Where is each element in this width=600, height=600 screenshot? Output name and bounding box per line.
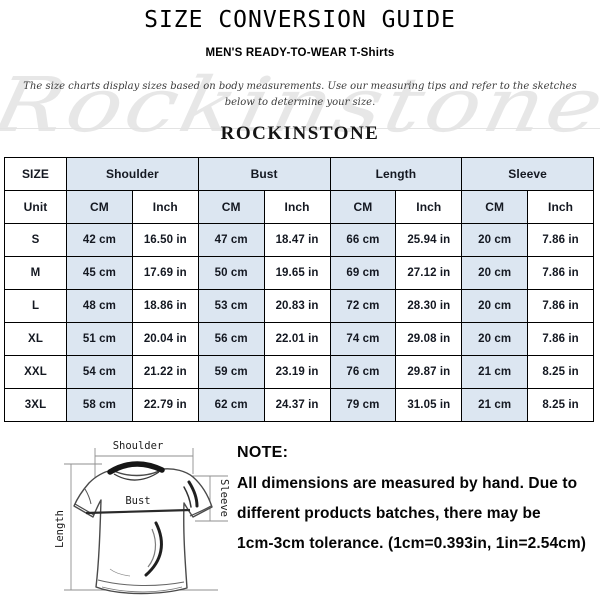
table-cell: 22.79 in [131, 388, 199, 422]
table-cell: 74 cm [329, 322, 397, 356]
table-cell: 62 cm [197, 388, 265, 422]
table-cell: 29.87 in [395, 355, 463, 389]
table-cell: 48 cm [66, 289, 133, 323]
size-cell: XXL [4, 355, 67, 389]
unit-cell: CM [329, 190, 397, 224]
table-cell: 53 cm [197, 289, 265, 323]
table-cell: 56 cm [197, 322, 265, 356]
col-header-bust: Bust [197, 157, 331, 191]
table-cell: 69 cm [329, 256, 397, 290]
col-header-sleeve: Sleeve [461, 157, 594, 191]
note-line: different products batches, there may be [237, 505, 541, 522]
table-cell: 54 cm [66, 355, 133, 389]
table-cell: 76 cm [329, 355, 397, 389]
table-cell: 59 cm [197, 355, 265, 389]
table-cell: 31.05 in [395, 388, 463, 422]
table-cell: 22.01 in [263, 322, 331, 356]
table-cell: 8.25 in [527, 388, 594, 422]
note-section: NOTE: All dimensions are measured by han… [237, 444, 595, 559]
intro-text: The size charts display sizes based on b… [0, 79, 600, 111]
diagram-label-length: Length [54, 510, 66, 548]
unit-cell: CM [197, 190, 265, 224]
table-header-row: SIZE Shoulder Bust Length Sleeve [4, 157, 594, 191]
unit-cell: CM [66, 190, 133, 224]
table-cell: 19.65 in [263, 256, 331, 290]
table-cell: 28.30 in [395, 289, 463, 323]
table-cell: 20 cm [461, 223, 529, 257]
table-cell: 8.25 in [527, 355, 594, 389]
diagram-label-shoulder: Shoulder [113, 440, 164, 452]
page-title: SIZE CONVERSION GUIDE [144, 7, 456, 33]
table-cell: 23.19 in [263, 355, 331, 389]
brand-name: ROCKINSTONE [220, 123, 380, 144]
divider-line [0, 128, 600, 129]
note-line: 1cm-3cm tolerance. (1cm=0.393in, 1in=2.5… [237, 535, 587, 552]
col-header-shoulder: Shoulder [66, 157, 199, 191]
table-row: 3XL 58 cm 22.79 in 62 cm 24.37 in 79 cm … [4, 388, 594, 422]
table-cell: 20 cm [461, 256, 529, 290]
table-cell: 45 cm [66, 256, 133, 290]
diagram-label-sleeve: Sleeve [218, 479, 230, 517]
unit-cell: Inch [263, 190, 331, 224]
table-cell: 7.86 in [527, 223, 594, 257]
table-unit-row: Unit CM Inch CM Inch CM Inch CM Inch [4, 190, 594, 224]
page-subtitle: MEN'S READY-TO-WEAR T-Shirts [205, 47, 395, 59]
table-cell: 7.86 in [527, 322, 594, 356]
note-line: All dimensions are measured by hand. Due… [237, 475, 578, 492]
table-cell: 21 cm [461, 388, 529, 422]
table-cell: 79 cm [329, 388, 397, 422]
table-cell: 25.94 in [395, 223, 463, 257]
table-cell: 21.22 in [131, 355, 199, 389]
table-cell: 20.04 in [131, 322, 199, 356]
table-cell: 20 cm [461, 322, 529, 356]
table-cell: 58 cm [66, 388, 133, 422]
intro-line-2: below to determine your size. [224, 97, 376, 108]
unit-cell: Inch [527, 190, 594, 224]
unit-label: Unit [4, 190, 67, 224]
table-cell: 24.37 in [263, 388, 331, 422]
table-cell: 20 cm [461, 289, 529, 323]
table-cell: 51 cm [66, 322, 133, 356]
size-cell: S [4, 223, 67, 257]
table-cell: 72 cm [329, 289, 397, 323]
unit-cell: Inch [131, 190, 199, 224]
table-cell: 66 cm [329, 223, 397, 257]
table-cell: 27.12 in [395, 256, 463, 290]
size-conversion-table: SIZE Shoulder Bust Length Sleeve Unit CM… [4, 157, 594, 422]
size-cell: M [4, 256, 67, 290]
table-cell: 21 cm [461, 355, 529, 389]
table-cell: 42 cm [66, 223, 133, 257]
unit-cell: Inch [395, 190, 463, 224]
table-cell: 16.50 in [131, 223, 199, 257]
size-cell: L [4, 289, 67, 323]
table-cell: 18.86 in [131, 289, 199, 323]
table-cell: 29.08 in [395, 322, 463, 356]
col-header-size: SIZE [4, 157, 67, 191]
tshirt-drawing [73, 461, 213, 595]
table-cell: 50 cm [197, 256, 265, 290]
table-cell: 47 cm [197, 223, 265, 257]
diagram-label-bust: Bust [125, 495, 150, 507]
size-cell: XL [4, 322, 67, 356]
table-row: XXL 54 cm 21.22 in 59 cm 23.19 in 76 cm … [4, 355, 594, 389]
table-row: M 45 cm 17.69 in 50 cm 19.65 in 69 cm 27… [4, 256, 594, 290]
unit-cell: CM [461, 190, 529, 224]
table-row: XL 51 cm 20.04 in 56 cm 22.01 in 74 cm 2… [4, 322, 594, 356]
table-row: L 48 cm 18.86 in 53 cm 20.83 in 72 cm 28… [4, 289, 594, 323]
size-cell: 3XL [4, 388, 67, 422]
col-header-length: Length [329, 157, 463, 191]
table-cell: 7.86 in [527, 256, 594, 290]
intro-line-1: The size charts display sizes based on b… [23, 81, 577, 92]
note-heading: NOTE: [237, 444, 289, 461]
tshirt-measurement-diagram: Shoulder Bust Length Sleeve [54, 440, 230, 595]
table-cell: 17.69 in [131, 256, 199, 290]
table-cell: 7.86 in [527, 289, 594, 323]
table-row: S 42 cm 16.50 in 47 cm 18.47 in 66 cm 25… [4, 223, 594, 257]
table-cell: 18.47 in [263, 223, 331, 257]
table-cell: 20.83 in [263, 289, 331, 323]
